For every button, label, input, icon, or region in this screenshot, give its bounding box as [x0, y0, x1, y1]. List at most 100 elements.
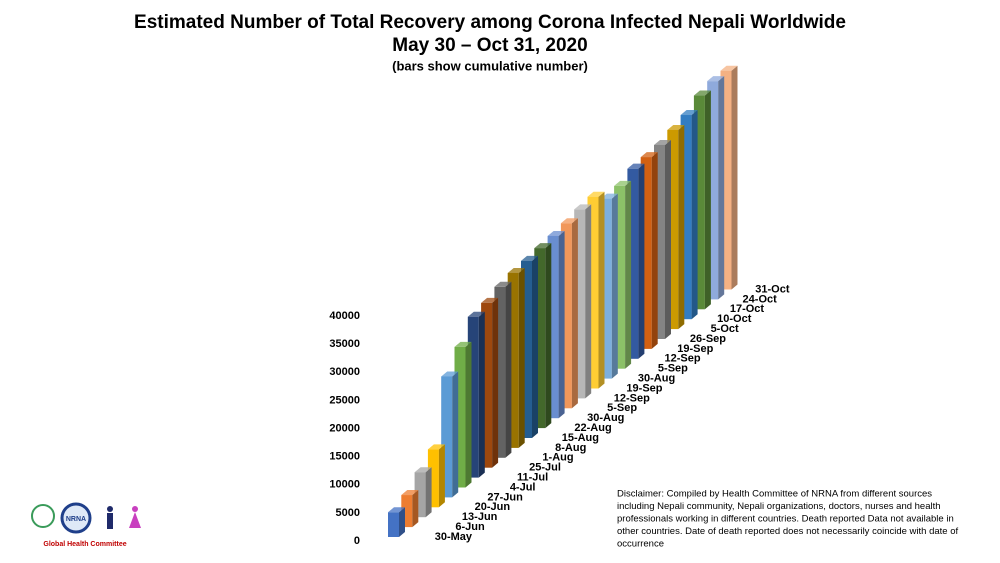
bar	[521, 255, 538, 438]
x-tick-label: 20-Jun	[475, 501, 511, 513]
bar	[614, 180, 632, 369]
x-tick-label: 30-Aug	[587, 412, 624, 424]
bar-top	[667, 124, 685, 130]
bar-top	[507, 267, 525, 273]
bar-side	[505, 281, 512, 458]
x-tick-label: 12-Sep	[665, 353, 701, 365]
bar-front	[667, 129, 679, 330]
bar-side	[625, 180, 632, 369]
bar-front	[654, 144, 665, 339]
bar-top	[600, 193, 618, 199]
x-tick-label: 5-Oct	[711, 323, 739, 335]
logo-icon	[60, 502, 92, 534]
bar-side	[678, 124, 685, 330]
bar-top	[640, 152, 658, 158]
logo-icon	[129, 512, 141, 528]
bar-side	[478, 311, 485, 478]
bar	[454, 341, 472, 488]
bar-front	[574, 209, 586, 399]
bar-front	[707, 81, 719, 300]
bar-top	[427, 444, 445, 450]
bar	[654, 139, 671, 339]
bar	[401, 490, 419, 528]
bar-top	[494, 281, 512, 287]
logo-icon	[107, 506, 113, 512]
y-tick-label: 25000	[329, 394, 360, 406]
bar-side	[545, 243, 552, 429]
bar-top	[414, 467, 432, 473]
y-tick-label: 20000	[329, 422, 360, 434]
disclaimer-line: Disclaimer: Compiled by Health Committee…	[617, 489, 932, 500]
bar-side	[691, 110, 698, 320]
bar-side	[399, 507, 405, 537]
y-tick-label: 0	[354, 535, 360, 547]
bar-front	[680, 115, 692, 320]
x-tick-label: 17-Oct	[730, 303, 765, 315]
chart-title: Estimated Number of Total Recovery among…	[134, 12, 846, 33]
bar	[414, 467, 432, 518]
bar-side	[598, 191, 605, 389]
bar	[507, 267, 525, 448]
bar-top	[401, 490, 419, 496]
bar	[720, 65, 738, 290]
x-tick-label: 5-Sep	[607, 402, 637, 414]
y-tick-label: 5000	[336, 507, 360, 519]
bar-top	[680, 110, 698, 116]
x-tick-label: 30-May	[435, 531, 473, 543]
bar-side	[425, 467, 432, 518]
bar-front	[614, 185, 626, 369]
chart-subtitle: May 30 – Oct 31, 2020	[392, 35, 587, 56]
x-tick-label: 30-Aug	[638, 373, 675, 385]
bar	[707, 76, 725, 300]
logo-text: NRNA	[66, 516, 86, 523]
x-tick-label: 6-Jun	[455, 521, 485, 533]
bar-side	[611, 193, 618, 379]
logo-icon	[132, 506, 138, 512]
bar-side	[438, 444, 445, 508]
bar-front	[600, 198, 612, 379]
bar-top	[467, 311, 485, 317]
x-tick-label: 5-Sep	[658, 363, 688, 375]
bar-side	[465, 341, 472, 488]
bar	[693, 90, 711, 310]
bar-side	[704, 90, 711, 310]
disclaimer-line: professionals working in different count…	[617, 514, 954, 525]
bar-side	[412, 490, 419, 528]
y-tick-label: 10000	[329, 479, 360, 491]
bar-top	[707, 76, 725, 82]
y-tick-label: 15000	[329, 451, 360, 463]
bar	[627, 163, 645, 359]
x-tick-label: 10-Oct	[717, 313, 752, 325]
bar-front	[441, 376, 453, 498]
logo-icon	[107, 513, 113, 529]
bar-front	[507, 272, 519, 448]
x-tick-label: 13-Jun	[462, 511, 498, 523]
bar-front	[467, 316, 479, 478]
chart-note: (bars show cumulative number)	[392, 58, 588, 73]
bar-front	[720, 70, 732, 290]
x-tick-label: 25-Jul	[529, 462, 561, 474]
bar-front	[534, 248, 546, 429]
bar-top	[521, 255, 538, 261]
x-tick-label: 26-Sep	[690, 333, 726, 345]
bar-front	[414, 472, 426, 518]
bar-top	[534, 243, 552, 249]
x-tick-label: 19-Sep	[677, 343, 713, 355]
bar-top	[441, 371, 459, 377]
x-tick-label: 11-Jul	[517, 472, 548, 484]
bar	[388, 507, 405, 537]
bar-side	[571, 218, 578, 409]
bar-top	[560, 218, 578, 224]
bar-front	[627, 168, 639, 359]
logo-caption: Global Health Committee	[43, 541, 126, 548]
bar-top	[547, 230, 565, 236]
bar-side	[665, 139, 671, 339]
bar	[560, 218, 578, 409]
bar-side	[731, 65, 738, 290]
bar-front	[640, 157, 652, 349]
bar-front	[481, 302, 493, 468]
bar-front	[547, 235, 559, 419]
bar-side	[518, 267, 525, 448]
bar-side	[585, 204, 592, 399]
